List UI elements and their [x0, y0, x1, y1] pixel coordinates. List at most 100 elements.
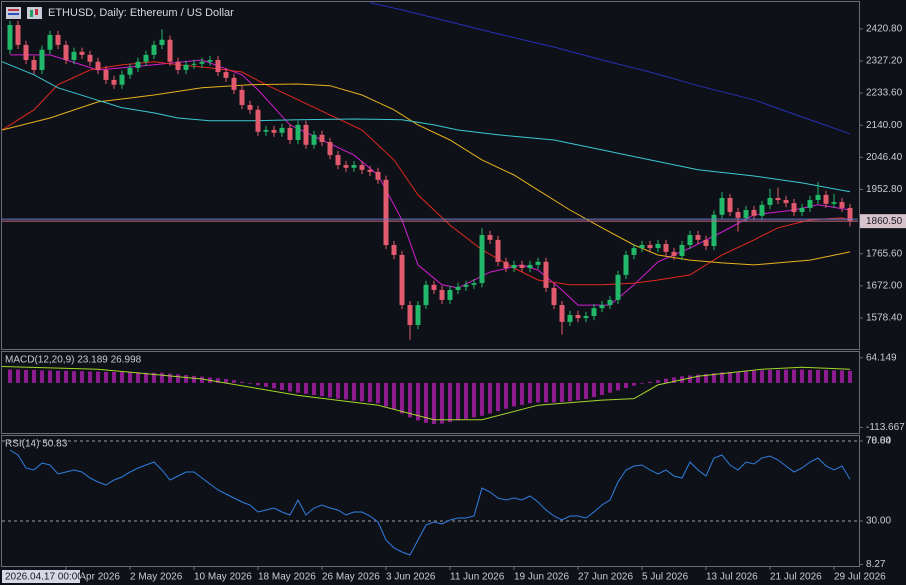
macd-bar [400, 382, 404, 414]
macd-bar [304, 382, 308, 394]
candle-body [351, 165, 357, 168]
candle-body [375, 171, 381, 180]
macd-bar [320, 382, 324, 397]
candle-body [647, 245, 653, 249]
candle-body [559, 305, 565, 322]
macd-bar [296, 382, 300, 393]
candle-body [687, 235, 693, 246]
candle-body [455, 286, 461, 290]
icon [8, 9, 19, 11]
macd-bar [256, 382, 260, 386]
candle-body [567, 315, 573, 322]
y-tick-label: 64.149 [866, 352, 897, 363]
macd-bar [264, 382, 268, 387]
macd-bar [384, 382, 388, 407]
candle-body [407, 305, 413, 325]
macd-bar [664, 378, 668, 383]
candle-body [215, 60, 221, 73]
macd-bar [472, 382, 476, 418]
macd-bar [656, 380, 660, 383]
moving-average-line [369, 2, 851, 135]
macd-bar [648, 381, 652, 383]
candle-body [71, 51, 77, 61]
candle-body [223, 72, 229, 78]
candle-body [343, 165, 349, 168]
signal-line [1, 366, 851, 421]
candle-body [583, 316, 589, 319]
candle-body [159, 39, 165, 45]
macd-bar [80, 371, 84, 383]
candle-body [207, 60, 213, 62]
macd-bar [248, 382, 252, 384]
candle-body [463, 284, 469, 287]
candle-body [591, 308, 597, 317]
candle-body [303, 124, 309, 145]
macd-bar [88, 371, 92, 383]
candle-body [511, 264, 517, 268]
candle-body [439, 289, 445, 300]
candle-body [423, 284, 429, 306]
candle-body [135, 61, 141, 68]
macd-bar [792, 369, 796, 383]
macd-bar [392, 382, 396, 410]
candle-body [247, 104, 253, 110]
y-tick-label: 2046.40 [866, 152, 903, 163]
main-panel-frame [1, 1, 860, 350]
candle-body [823, 194, 829, 204]
x-tick-label: 10 May 2026 [194, 572, 252, 583]
x-tick-label: 18 May 2026 [258, 572, 316, 583]
y-tick-label: 8.27 [866, 559, 886, 570]
macd-bar [456, 382, 460, 421]
candle-body [519, 264, 525, 268]
macd-bar [240, 381, 244, 383]
candle-body [87, 54, 93, 62]
candle-body [7, 24, 13, 50]
macd-bar [32, 370, 36, 383]
candle-body [695, 235, 701, 240]
macd-bar [488, 382, 492, 414]
candle-body [431, 284, 437, 290]
macd-bar [416, 382, 420, 421]
macd-bar [560, 382, 564, 403]
x-tick-label: 2 May 2026 [130, 572, 183, 583]
candle-body [759, 204, 765, 216]
candle-body [663, 243, 669, 252]
candle-body [295, 124, 301, 140]
macd-bar [616, 382, 620, 391]
candle-body [191, 63, 197, 65]
candle-body [535, 261, 541, 265]
macd-bar [376, 382, 380, 404]
candle-body [255, 109, 261, 132]
candle-body [743, 209, 749, 218]
candle-body [231, 77, 237, 90]
macd-bar [368, 382, 372, 403]
y-tick-label: 70.00 [866, 436, 891, 447]
macd-bar [64, 370, 68, 383]
candle-body [839, 202, 845, 208]
candle-body [287, 127, 293, 140]
candle-body [775, 197, 781, 201]
candle-body [807, 200, 813, 208]
macd-bar [56, 370, 60, 383]
candle-body [127, 67, 133, 75]
macd-bar [824, 370, 828, 383]
x-tick-label: 21 Jul 2026 [770, 572, 822, 583]
macd-bar [344, 382, 348, 400]
macd-bar [816, 370, 820, 383]
macd-bar [448, 382, 452, 423]
candle-body [335, 155, 341, 166]
candle-body [543, 261, 549, 288]
candle-body [735, 212, 741, 218]
macd-bar [544, 382, 548, 403]
candle-body [359, 165, 365, 170]
macd-bar [216, 378, 220, 383]
macd-bar [48, 370, 52, 383]
candle-body [271, 130, 277, 133]
rsi-top-label: 78.84 [866, 436, 891, 447]
candle-body [391, 245, 397, 255]
candle-body [199, 61, 205, 64]
macd-label: MACD(12,20,9) 23.189 26.998 [5, 355, 142, 366]
candle-body [703, 239, 709, 247]
candle-body [495, 239, 501, 262]
